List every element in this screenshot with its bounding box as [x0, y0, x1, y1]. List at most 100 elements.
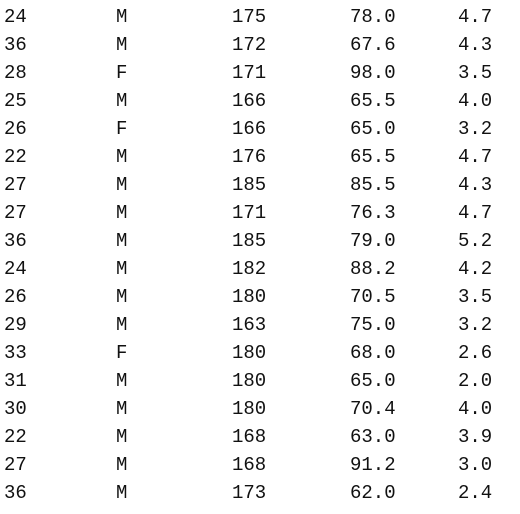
weight-cell: 67.6 — [350, 34, 396, 56]
table-row: 33 F 180 68.0 2.6 — [0, 339, 520, 367]
height-cell: 171 — [232, 62, 267, 84]
age-cell: 33 — [4, 342, 27, 364]
sex-cell: M — [116, 398, 128, 420]
height-cell: 173 — [232, 482, 267, 504]
height-cell: 168 — [232, 426, 267, 448]
table-row: 24 M 182 88.2 4.2 — [0, 255, 520, 283]
height-cell: 180 — [232, 370, 267, 392]
sex-cell: F — [116, 118, 128, 140]
weight-cell: 63.0 — [350, 426, 396, 448]
sex-cell: M — [116, 454, 128, 476]
weight-cell: 62.0 — [350, 482, 396, 504]
sex-cell: M — [116, 286, 128, 308]
sex-cell: M — [116, 482, 128, 504]
score-cell: 4.7 — [458, 202, 493, 224]
score-cell: 4.7 — [458, 6, 493, 28]
table-row: 27 M 168 91.2 3.0 — [0, 451, 520, 479]
table-row: 22 M 168 63.0 3.9 — [0, 423, 520, 451]
height-cell: 180 — [232, 342, 267, 364]
age-cell: 26 — [4, 118, 27, 140]
score-cell: 4.3 — [458, 174, 493, 196]
weight-cell: 88.2 — [350, 258, 396, 280]
age-cell: 27 — [4, 454, 27, 476]
sex-cell: F — [116, 342, 128, 364]
age-cell: 24 — [4, 6, 27, 28]
sex-cell: M — [116, 370, 128, 392]
table-row: 25 M 166 65.5 4.0 — [0, 87, 520, 115]
table-row: 29 M 163 75.0 3.2 — [0, 311, 520, 339]
age-cell: 22 — [4, 426, 27, 448]
age-cell: 22 — [4, 146, 27, 168]
sex-cell: M — [116, 230, 128, 252]
table-row: 27 M 171 76.3 4.7 — [0, 199, 520, 227]
age-cell: 29 — [4, 314, 27, 336]
score-cell: 2.6 — [458, 342, 493, 364]
score-cell: 3.2 — [458, 118, 493, 140]
score-cell: 3.0 — [458, 454, 493, 476]
age-cell: 25 — [4, 90, 27, 112]
sex-cell: M — [116, 426, 128, 448]
score-cell: 2.4 — [458, 482, 493, 504]
weight-cell: 70.4 — [350, 398, 396, 420]
table-row: 24 M 175 78.0 4.7 — [0, 3, 520, 31]
height-cell: 185 — [232, 174, 267, 196]
score-cell: 5.2 — [458, 230, 493, 252]
weight-cell: 65.0 — [350, 370, 396, 392]
weight-cell: 65.5 — [350, 90, 396, 112]
height-cell: 175 — [232, 6, 267, 28]
weight-cell: 78.0 — [350, 6, 396, 28]
table-row: 30 M 180 70.4 4.0 — [0, 395, 520, 423]
table-row: 27 M 185 85.5 4.3 — [0, 171, 520, 199]
score-cell: 2.0 — [458, 370, 493, 392]
score-cell: 3.5 — [458, 286, 493, 308]
height-cell: 172 — [232, 34, 267, 56]
table-row: 26 F 166 65.0 3.2 — [0, 115, 520, 143]
height-cell: 163 — [232, 314, 267, 336]
sex-cell: M — [116, 6, 128, 28]
sex-cell: M — [116, 34, 128, 56]
age-cell: 26 — [4, 286, 27, 308]
weight-cell: 65.5 — [350, 146, 396, 168]
score-cell: 3.2 — [458, 314, 493, 336]
data-table: 24 M 175 78.0 4.7 36 M 172 67.6 4.3 28 F… — [0, 3, 520, 507]
sex-cell: F — [116, 62, 128, 84]
weight-cell: 76.3 — [350, 202, 396, 224]
height-cell: 166 — [232, 118, 267, 140]
table-row: 36 M 185 79.0 5.2 — [0, 227, 520, 255]
age-cell: 36 — [4, 482, 27, 504]
height-cell: 171 — [232, 202, 267, 224]
table-row: 36 M 172 67.6 4.3 — [0, 31, 520, 59]
height-cell: 182 — [232, 258, 267, 280]
sex-cell: M — [116, 90, 128, 112]
sex-cell: M — [116, 258, 128, 280]
weight-cell: 68.0 — [350, 342, 396, 364]
height-cell: 180 — [232, 398, 267, 420]
age-cell: 31 — [4, 370, 27, 392]
age-cell: 27 — [4, 202, 27, 224]
table-row: 22 M 176 65.5 4.7 — [0, 143, 520, 171]
table-row: 31 M 180 65.0 2.0 — [0, 367, 520, 395]
score-cell: 4.0 — [458, 398, 493, 420]
height-cell: 180 — [232, 286, 267, 308]
weight-cell: 91.2 — [350, 454, 396, 476]
weight-cell: 98.0 — [350, 62, 396, 84]
score-cell: 4.0 — [458, 90, 493, 112]
score-cell: 4.2 — [458, 258, 493, 280]
sex-cell: M — [116, 202, 128, 224]
height-cell: 168 — [232, 454, 267, 476]
table-row: 26 M 180 70.5 3.5 — [0, 283, 520, 311]
sex-cell: M — [116, 314, 128, 336]
score-cell: 4.7 — [458, 146, 493, 168]
age-cell: 27 — [4, 174, 27, 196]
age-cell: 28 — [4, 62, 27, 84]
age-cell: 24 — [4, 258, 27, 280]
table-row: 28 F 171 98.0 3.5 — [0, 59, 520, 87]
weight-cell: 75.0 — [350, 314, 396, 336]
score-cell: 4.3 — [458, 34, 493, 56]
table-row: 36 M 173 62.0 2.4 — [0, 479, 520, 507]
age-cell: 30 — [4, 398, 27, 420]
age-cell: 36 — [4, 34, 27, 56]
score-cell: 3.5 — [458, 62, 493, 84]
weight-cell: 79.0 — [350, 230, 396, 252]
sex-cell: M — [116, 146, 128, 168]
